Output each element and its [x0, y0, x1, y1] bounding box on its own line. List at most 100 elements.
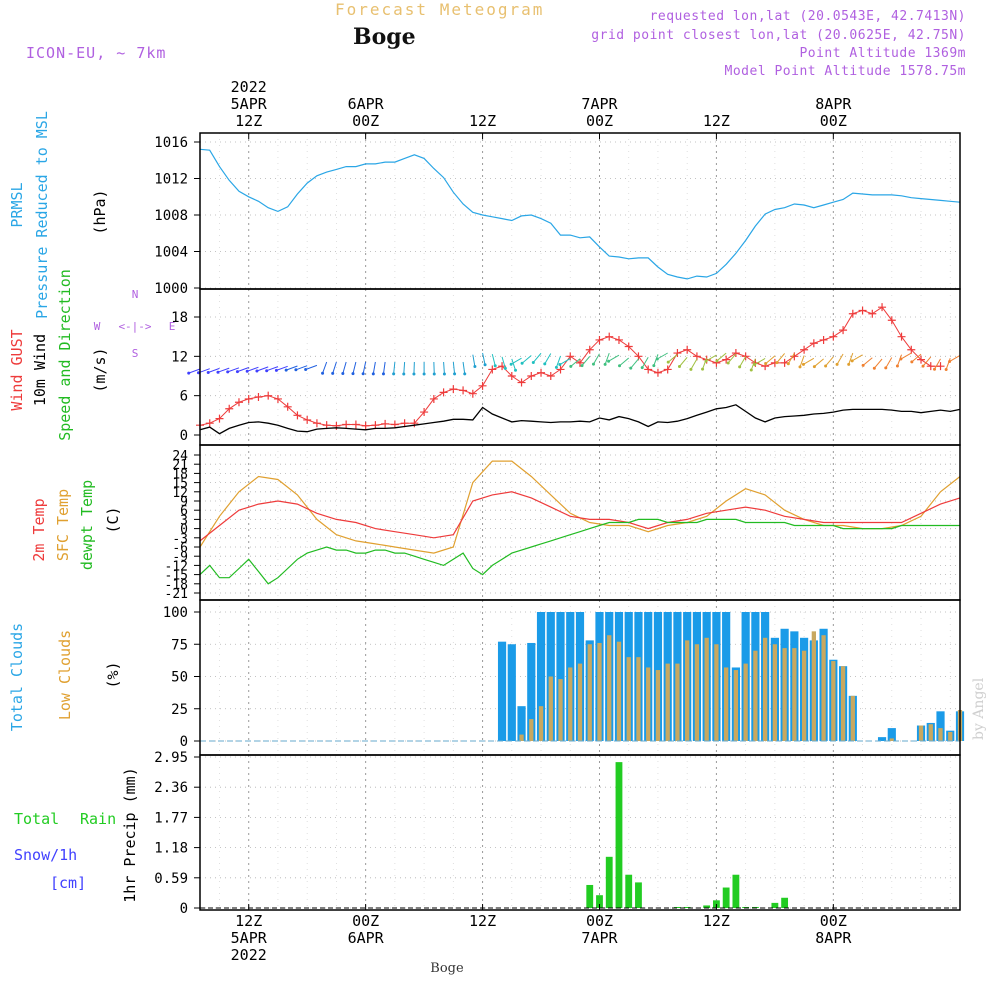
- wind-arrow-head: [432, 372, 436, 376]
- gust-marker: [517, 378, 526, 387]
- low-clouds-bar: [772, 644, 778, 741]
- gust-marker: [439, 388, 448, 397]
- total-clouds-bar: [556, 612, 565, 741]
- low-clouds-bar: [675, 663, 680, 741]
- grid-point-coordinates: grid point closest lon,lat (20.0625E, 42…: [591, 28, 966, 43]
- wind-direction-arrow: [532, 352, 542, 363]
- wind-arrow-head: [861, 363, 865, 367]
- y-tick-label: 1.77: [154, 810, 188, 826]
- wind-arrow-head: [381, 372, 385, 376]
- wind-arrow-head: [812, 365, 816, 369]
- gust-marker: [381, 419, 390, 428]
- wind-arrow-head: [226, 370, 230, 374]
- meteogram-title: Forecast Meteogram: [335, 0, 545, 19]
- y-tick-label: 1004: [154, 245, 188, 261]
- wind-direction-arrow: [491, 353, 496, 366]
- wind-direction-arrow: [799, 355, 805, 368]
- precip-unit: 1hr Precip (mm): [121, 767, 139, 902]
- wind-arrow-head: [798, 365, 802, 369]
- label-layer: 10001004100810121016061218-21-18-15-12-9…: [8, 78, 852, 964]
- low-clouds-bar: [918, 725, 924, 741]
- low-clouds-bar: [646, 667, 651, 741]
- wind-direction-arrow: [208, 367, 220, 373]
- wind-direction-arrow: [501, 356, 506, 369]
- gust-marker: [819, 335, 828, 344]
- y-tick-label: 12: [172, 486, 188, 501]
- y-tick-label: 1012: [154, 172, 188, 188]
- wind-direction-arrow: [765, 355, 776, 365]
- wind-arrow-head: [899, 357, 903, 361]
- low-clouds-bar: [733, 670, 739, 741]
- 2m-temp-line: [199, 491, 961, 542]
- wind-arrow-head: [554, 365, 558, 369]
- compass-east: E: [169, 320, 176, 333]
- y-tick-label: 2.95: [154, 750, 188, 766]
- wind-direction-arrow: [581, 356, 591, 366]
- y-tick-label: -15: [165, 569, 188, 584]
- wind-arrow-head: [304, 368, 308, 372]
- wind-arrow-head: [944, 367, 948, 371]
- wind-direction-arrow: [657, 352, 668, 360]
- y-tick-label: 1008: [154, 208, 188, 224]
- wind-direction-arrow: [188, 368, 201, 374]
- wind-direction-arrow: [653, 354, 659, 366]
- wind-direction-arrow: [896, 354, 903, 367]
- time-axis-top-label: 12Z: [469, 112, 496, 130]
- wind-arrow-head: [558, 363, 562, 367]
- gust-marker: [342, 420, 351, 429]
- wind-direction-arrow: [727, 353, 737, 364]
- gust-marker: [264, 391, 273, 400]
- wind-direction-arrow: [472, 354, 476, 367]
- gust-label: Wind GUST: [8, 329, 26, 410]
- low-clouds-bar: [577, 663, 583, 741]
- wind-direction-arrow: [922, 356, 932, 367]
- wind-direction-arrow: [559, 358, 571, 365]
- wind-direction-arrow: [945, 358, 951, 370]
- gust-marker: [410, 419, 419, 428]
- wind-arrow-head: [520, 361, 524, 365]
- wind-arrow-head: [402, 372, 406, 376]
- wind-direction-arrow: [362, 361, 367, 374]
- time-axis-bottom-label: 2022: [231, 946, 267, 964]
- gust-marker: [585, 345, 594, 354]
- gust-marker: [527, 372, 536, 380]
- wind-direction-arrow: [247, 366, 259, 372]
- rain-bar: [732, 874, 740, 908]
- time-axis-top-label: 5APR: [231, 95, 268, 113]
- low-clouds-bar: [811, 631, 816, 741]
- rain-bar: [751, 906, 759, 908]
- wind-direction-arrow: [555, 355, 561, 368]
- low-clouds-bar: [948, 731, 953, 741]
- y-tick-label: 9: [180, 495, 188, 510]
- wind-direction-arrow: [836, 353, 844, 365]
- dewpt-line: [199, 518, 960, 585]
- wind-arrow-head: [265, 369, 269, 373]
- rain-bar: [625, 874, 633, 908]
- time-axis-bottom-label: 7APR: [581, 929, 618, 947]
- wind-label: 10m Wind: [31, 334, 49, 406]
- total-clouds-label: Total Clouds: [8, 623, 26, 731]
- low-clouds-bar: [743, 663, 748, 741]
- rain-bar: [596, 895, 603, 908]
- gust-marker: [566, 352, 575, 361]
- gust-marker: [683, 345, 692, 354]
- wind-arrow-head: [591, 362, 595, 366]
- low-clouds-bar: [889, 738, 894, 741]
- wind-direction-arrow: [776, 353, 785, 363]
- wind-arrow-head: [245, 369, 249, 373]
- low-clouds-bar: [607, 635, 612, 741]
- wind-arrow-head: [422, 372, 426, 376]
- wind-direction-arrow: [276, 365, 288, 371]
- gust-marker: [225, 404, 234, 413]
- wind-arrow-head: [321, 371, 325, 375]
- total-clouds-bar: [507, 644, 516, 741]
- wind-direction-arrow: [352, 361, 357, 374]
- rain-bar: [703, 905, 711, 908]
- dewpt-temp-label: dewpt Temp: [78, 480, 96, 570]
- wind-direction-arrow: [604, 352, 610, 365]
- wind-arrow-head: [847, 362, 851, 366]
- low-clouds-bar: [928, 724, 933, 741]
- wind-direction-arrow: [641, 356, 649, 368]
- rain-bar: [635, 882, 642, 908]
